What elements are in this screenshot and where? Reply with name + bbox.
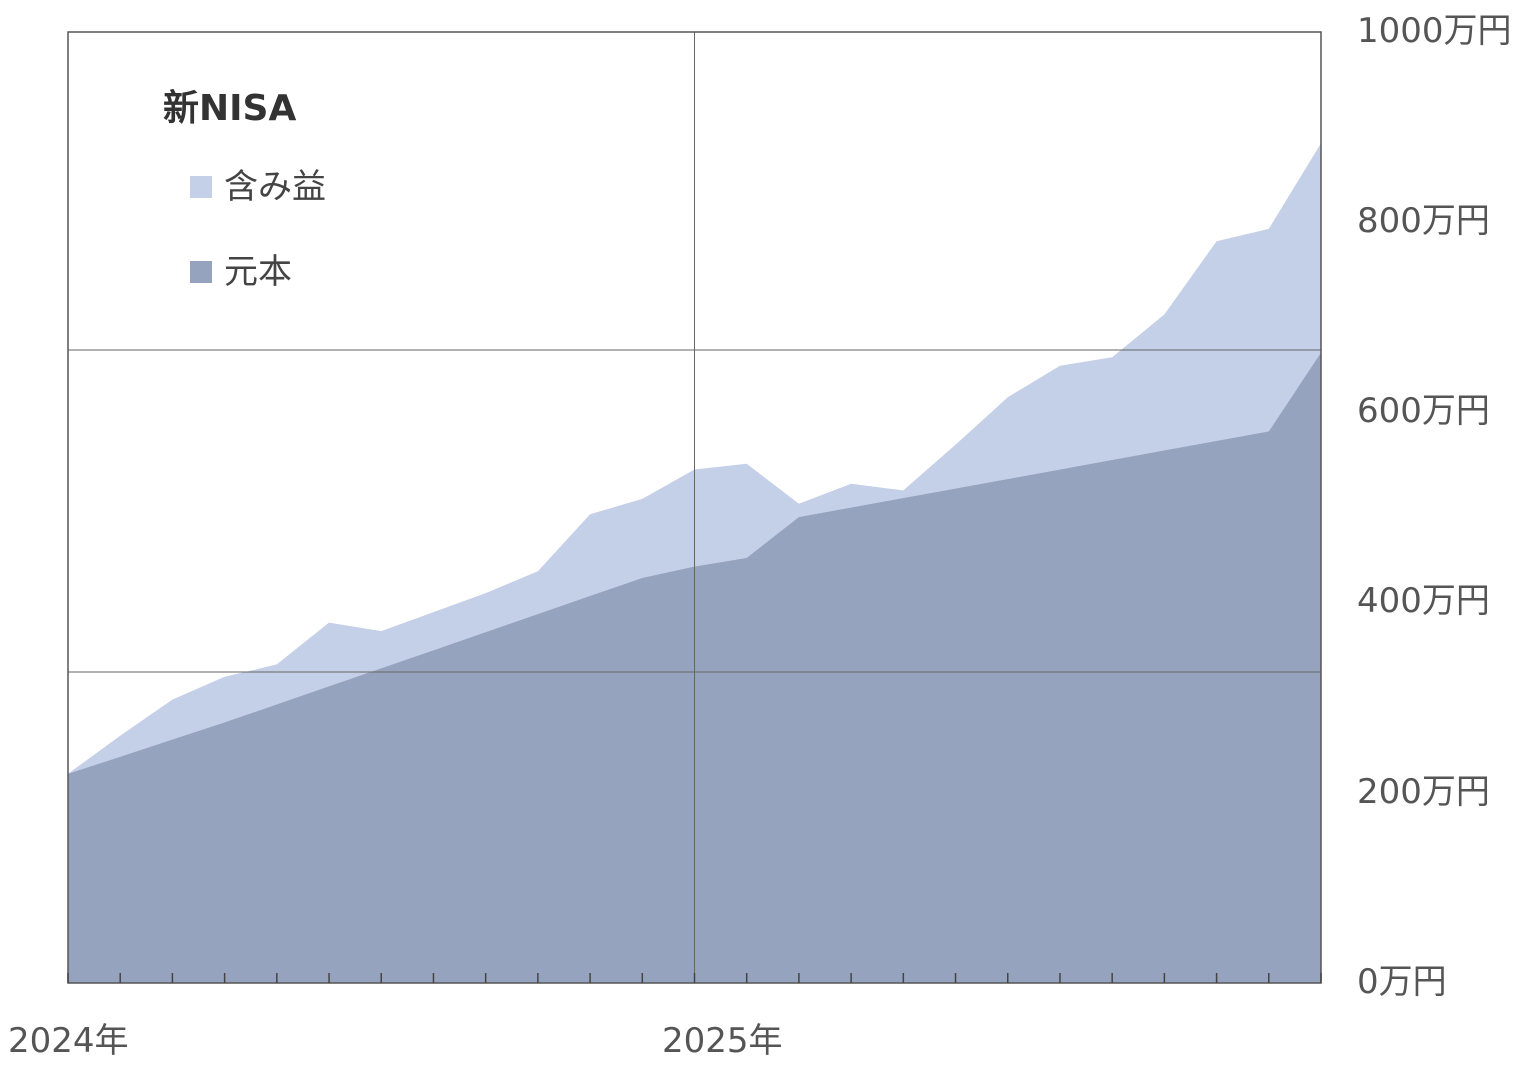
legend: 新NISA 含み益 元本 (163, 88, 326, 292)
y-tick-label-0: 0万円 (1357, 962, 1447, 1002)
legend-title: 新NISA (163, 88, 296, 129)
y-tick-label-600: 600万円 (1357, 391, 1490, 431)
legend-label-gain: 含み益 (224, 167, 326, 207)
area-series-gain (68, 143, 1321, 774)
legend-swatch-gain (190, 176, 212, 198)
y-tick-label-200: 200万円 (1357, 772, 1490, 812)
y-tick-label-400: 400万円 (1357, 581, 1490, 621)
x-tick-label-2024: 2024年 (8, 1021, 129, 1061)
x-axis-labels: 2024年 2025年 (8, 1021, 783, 1061)
y-tick-label-800: 800万円 (1357, 201, 1490, 241)
legend-label-principal: 元本 (224, 252, 292, 292)
legend-swatch-principal (190, 261, 212, 283)
gridlines (68, 32, 1321, 983)
x-tick-label-2025: 2025年 (662, 1021, 783, 1061)
x-axis-ticks (67, 973, 1322, 983)
y-axis-labels: 0万円 200万円 400万円 600万円 800万円 1000万円 (1357, 11, 1512, 1002)
y-tick-label-1000: 1000万円 (1357, 11, 1512, 51)
